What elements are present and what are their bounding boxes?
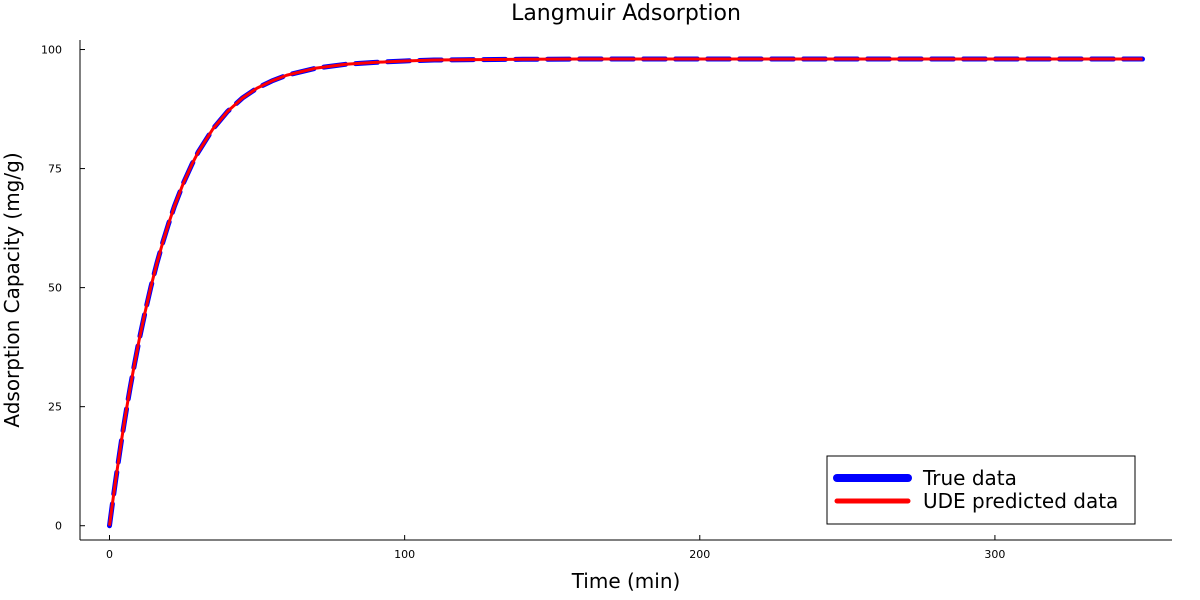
x-tick-label: 0 xyxy=(106,548,113,561)
y-tick-label: 0 xyxy=(55,520,62,533)
legend-label-ude-predicted: UDE predicted data xyxy=(923,489,1118,513)
x-tick-label: 100 xyxy=(394,548,415,561)
x-tick-label: 200 xyxy=(689,548,710,561)
legend-label-true-data: True data xyxy=(922,466,1017,490)
plot-axes xyxy=(79,40,1172,541)
y-tick-label: 100 xyxy=(41,44,62,57)
y-ticks: 0 25 50 75 100 xyxy=(41,44,85,533)
y-tick-label: 75 xyxy=(48,163,62,176)
legend-box xyxy=(826,455,1136,525)
y-axis-title: Adsorption Capacity (mg/g) xyxy=(0,152,24,427)
y-tick-label: 50 xyxy=(48,282,62,295)
series-layer xyxy=(107,56,1145,529)
series-line-ude-predicted xyxy=(108,57,1143,526)
x-ticks: 0 100 200 300 xyxy=(106,535,1005,561)
x-tick-label: 300 xyxy=(984,548,1005,561)
x-axis-title: Time (min) xyxy=(571,569,681,593)
chart-title: Langmuir Adsorption xyxy=(511,1,741,26)
y-tick-label: 25 xyxy=(48,401,62,414)
legend: True data UDE predicted data xyxy=(826,455,1136,525)
